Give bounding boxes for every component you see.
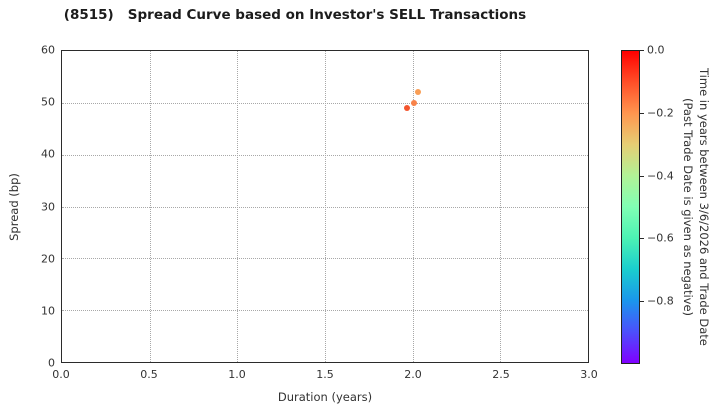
y-tick-label: 60 bbox=[41, 43, 55, 57]
colorbar-ticks: 0.0 −0.2 −0.4 −0.6 −0.8 bbox=[640, 44, 680, 364]
y-tick-label: 30 bbox=[41, 200, 55, 213]
scatter-point bbox=[404, 105, 411, 112]
plot-area bbox=[61, 50, 589, 363]
colorbar-tick-label: −0.6 bbox=[647, 231, 674, 245]
colorbar bbox=[621, 50, 640, 364]
y-tick-label: 50 bbox=[41, 95, 55, 109]
x-axis-ticks: 0.0 0.5 1.0 1.5 2.0 2.5 3.0 bbox=[52, 368, 598, 382]
y-tick-label: 10 bbox=[41, 304, 55, 318]
colorbar-tick-mark bbox=[640, 175, 644, 177]
colorbar-label: Time in years between 3/6/2026 and Trade… bbox=[672, 50, 712, 364]
colorbar-tick-label: 0.0 bbox=[647, 43, 665, 57]
gridline-horizontal bbox=[62, 206, 588, 208]
scatter-point bbox=[414, 89, 421, 96]
y-tick-label: 20 bbox=[41, 252, 55, 266]
colorbar-tick-label: −0.8 bbox=[647, 294, 674, 308]
x-tick-label: 2.5 bbox=[492, 368, 510, 381]
y-tick-label: 40 bbox=[41, 147, 55, 161]
y-axis-ticks: 0 10 20 30 40 50 60 bbox=[18, 44, 55, 370]
x-axis-label: Duration (years) bbox=[277, 390, 373, 404]
gridline-horizontal bbox=[62, 102, 588, 104]
chart-title: (8515) Spread Curve based on Investor's … bbox=[63, 7, 527, 23]
x-tick-label: 1.5 bbox=[316, 368, 334, 381]
colorbar-label-line1: Time in years between 3/6/2026 and Trade… bbox=[697, 68, 711, 346]
colorbar-tick-label: −0.2 bbox=[647, 106, 674, 120]
gridline-horizontal bbox=[62, 310, 588, 312]
x-tick-label: 2.0 bbox=[404, 368, 422, 381]
y-tick-label: 0 bbox=[48, 356, 55, 370]
colorbar-tick-mark bbox=[640, 238, 644, 240]
colorbar-tick-mark bbox=[640, 50, 644, 51]
scatter-point bbox=[411, 99, 418, 106]
x-tick-label: 1.0 bbox=[228, 368, 246, 381]
colorbar-tick-mark bbox=[640, 112, 644, 114]
x-tick-label: 0.5 bbox=[140, 368, 158, 381]
gridline-horizontal bbox=[62, 258, 588, 260]
gridline-horizontal bbox=[62, 154, 588, 156]
colorbar-tick-mark bbox=[640, 301, 644, 303]
colorbar-label-line2: (Past Trade Date is given as negative) bbox=[681, 97, 695, 317]
x-tick-label: 0.0 bbox=[52, 368, 70, 381]
colorbar-tick-label: −0.4 bbox=[647, 169, 674, 183]
x-tick-label: 3.0 bbox=[580, 368, 598, 381]
